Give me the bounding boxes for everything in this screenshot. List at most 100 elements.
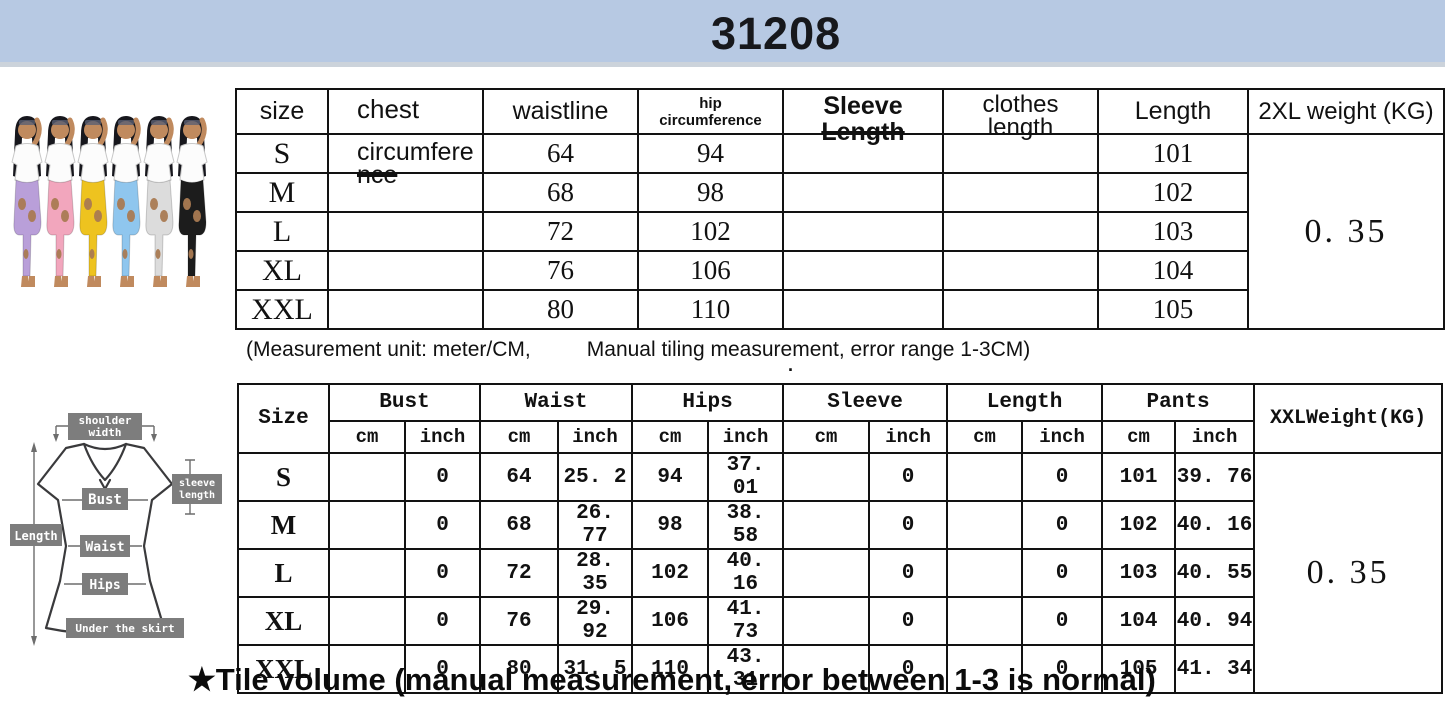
cell [946, 596, 1024, 646]
cell: 98 [631, 500, 710, 550]
cell [782, 250, 944, 291]
unit-cell: inch [1021, 420, 1104, 454]
unit-cell: cm [631, 420, 710, 454]
cell [328, 500, 406, 550]
cell: M [235, 172, 329, 213]
chest-overflow-text: circumfere nce [357, 138, 474, 189]
cell: 40. 55 [1174, 548, 1256, 598]
cell: 0 [403, 596, 482, 646]
t1-weight-value: 0. 35 [1247, 133, 1445, 330]
table-row: S 0 64 25. 2 94 37. 01 0 0 101 39. 76 0.… [237, 452, 1444, 694]
cell: 26. 77 [557, 500, 634, 550]
t2-header-hips: Hips [631, 383, 785, 422]
table-row: L 0 72 28. 35 102 40. 16 0 0 103 40. 55 [237, 548, 1442, 598]
svg-text:sleeve: sleeve [179, 478, 215, 489]
svg-text:Hips: Hips [89, 578, 120, 593]
cell: 68 [479, 500, 560, 550]
t1-header-hip: hip circumference [637, 88, 784, 135]
model-figure [77, 116, 109, 287]
svg-text:width: width [88, 426, 121, 439]
cell: 76 [482, 250, 639, 291]
unit-cell: inch [1174, 420, 1256, 454]
cell [946, 548, 1024, 598]
cell: 41. 34 [1174, 644, 1256, 694]
cell: 106 [637, 250, 784, 291]
cell: 0 [1021, 596, 1104, 646]
cell: 39. 76 [1174, 452, 1256, 502]
cell: 105 [1101, 644, 1177, 694]
unit-cell: inch [403, 420, 482, 454]
cell: 101 [1097, 133, 1249, 174]
cell [327, 289, 484, 330]
cell: S [235, 133, 329, 174]
cell: 0 [1021, 644, 1104, 694]
cell [946, 500, 1024, 550]
table-row: XXL 80 110 105 [235, 289, 1444, 330]
cell: 41. 73 [707, 596, 785, 646]
cell: 94 [631, 452, 710, 502]
t1-header-size: size [235, 88, 329, 135]
cell: 0 [403, 500, 482, 550]
cell: 68 [482, 172, 639, 213]
cell: 40. 94 [1174, 596, 1256, 646]
cell: 110 [637, 289, 784, 330]
cell: 104 [1101, 596, 1177, 646]
cell: XXL [237, 644, 330, 694]
cell [782, 548, 871, 598]
t1-header-chest: chest circumfere nce [327, 88, 484, 188]
cell: 80 [479, 644, 560, 694]
cell [942, 211, 1099, 252]
t2-header-waist: Waist [479, 383, 634, 422]
cell: 0 [868, 548, 949, 598]
cell [942, 172, 1099, 213]
cell: 102 [1097, 172, 1249, 213]
t2-header-pants: Pants [1101, 383, 1256, 422]
model-figure [110, 116, 142, 287]
product-photo [11, 116, 208, 287]
table-row: S 64 94 101 0. 35 [235, 133, 1445, 330]
cell [946, 644, 1024, 694]
size-table-cm: size chest circumfere nce waistline hip … [235, 88, 1445, 330]
cell [782, 289, 944, 330]
cell: XL [235, 250, 329, 291]
cell: 72 [482, 211, 639, 252]
cell: 102 [631, 548, 710, 598]
cell [327, 172, 484, 213]
t2-header-length: Length [946, 383, 1104, 422]
model-figure [44, 116, 76, 287]
unit-cell: inch [707, 420, 785, 454]
cell [782, 596, 871, 646]
t2-header-bust: Bust [327, 383, 482, 422]
cell: 0 [868, 596, 949, 646]
cell: XL [237, 596, 330, 646]
cell: 80 [482, 289, 639, 330]
cell: 38. 58 [707, 500, 785, 550]
unit-cell: cm [1101, 420, 1177, 454]
t1-header-sleeve: Sleeve Length [782, 88, 944, 145]
cell: 0 [1021, 500, 1104, 550]
svg-text:Waist: Waist [85, 540, 124, 555]
table-row: M 0 68 26. 77 98 38. 58 0 0 102 40. 16 [237, 500, 1442, 550]
cell: 0 [403, 644, 482, 694]
cell: 98 [637, 172, 784, 213]
cell: 101 [1101, 452, 1177, 502]
model-figure [143, 116, 175, 287]
table-row: XL 76 106 104 [235, 250, 1444, 291]
model-figure [11, 116, 43, 287]
t1-header-clothes: clothes length [942, 88, 1099, 140]
cell: 40. 16 [1174, 500, 1256, 550]
t2-header-size: Size [237, 383, 330, 454]
unit-cell: inch [557, 420, 634, 454]
cell: 103 [1097, 211, 1249, 252]
cell [782, 133, 944, 174]
cell: 76 [479, 596, 560, 646]
cell [942, 250, 1099, 291]
page-title: 31208 [711, 8, 842, 59]
cell: XXL [235, 289, 329, 330]
cell [327, 250, 484, 291]
cell [782, 172, 944, 213]
cell: 37. 01 [707, 452, 785, 502]
cell: 0 [1021, 548, 1104, 598]
t2-header-sleeve: Sleeve [782, 383, 949, 422]
unit-cell: inch [868, 420, 949, 454]
